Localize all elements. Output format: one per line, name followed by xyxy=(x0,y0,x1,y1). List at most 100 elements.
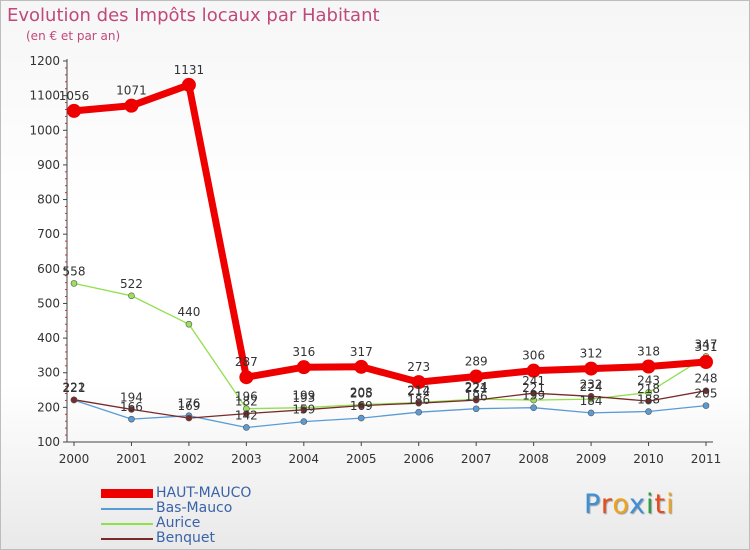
data-point-bas-mauco xyxy=(300,418,308,425)
data-point-aurice xyxy=(185,320,193,328)
data-point-benquet xyxy=(645,397,652,405)
data-label: 243 xyxy=(637,373,660,387)
data-label: 199 xyxy=(292,389,315,403)
data-point-bas-mauco xyxy=(530,404,537,412)
data-point-aurice xyxy=(128,292,135,300)
y-tick-label: 100 xyxy=(37,435,60,449)
data-label: 312 xyxy=(580,347,603,361)
data-label: 289 xyxy=(465,355,488,369)
y-tick-label: 200 xyxy=(37,400,60,414)
x-tick-label: 2007 xyxy=(461,452,492,466)
x-tick-label: 2010 xyxy=(633,452,664,466)
data-point-aurice xyxy=(70,280,78,287)
data-point-bas-mauco xyxy=(128,415,135,423)
data-label: 331 xyxy=(695,340,718,354)
data-point-haut-mauco xyxy=(354,359,369,374)
data-label: 221 xyxy=(522,381,545,395)
logo-letter: t xyxy=(654,489,667,520)
x-tick-label: 2001 xyxy=(116,452,147,466)
series-line-aurice xyxy=(73,282,707,410)
data-point-benquet xyxy=(415,399,423,407)
y-tick-label: 1200 xyxy=(29,54,60,68)
x-tick-label: 2006 xyxy=(403,452,434,466)
data-label: 196 xyxy=(235,390,258,404)
data-point-benquet xyxy=(472,396,480,404)
x-tick-label: 2008 xyxy=(518,452,549,466)
legend-label: Bas-Mauco xyxy=(156,500,233,516)
legend-swatch-benquet xyxy=(101,538,153,540)
y-tick-label: 900 xyxy=(37,158,60,172)
data-point-haut-mauco xyxy=(124,98,139,113)
y-tick-label: 1000 xyxy=(29,123,60,137)
data-label: 196 xyxy=(465,390,488,404)
x-tick-label: 2000 xyxy=(59,452,90,466)
logo-letter: x xyxy=(629,489,647,520)
y-tick-label: 700 xyxy=(37,227,60,241)
legend-label: Aurice xyxy=(156,515,201,531)
data-point-bas-mauco xyxy=(357,414,365,422)
data-point-bas-mauco xyxy=(645,408,652,415)
data-label: 184 xyxy=(580,394,603,408)
data-label: 166 xyxy=(120,400,143,414)
data-label: 218 xyxy=(637,382,660,396)
data-point-benquet xyxy=(243,410,250,417)
data-label: 208 xyxy=(350,386,373,400)
data-label: 169 xyxy=(177,399,200,413)
data-label: 142 xyxy=(235,408,258,422)
proxiti-logo: Proxiti xyxy=(584,489,675,520)
data-point-haut-mauco xyxy=(584,361,599,376)
data-point-aurice xyxy=(530,396,537,404)
data-label: 221 xyxy=(465,381,488,395)
data-label: 318 xyxy=(637,344,660,358)
y-tick-label: 300 xyxy=(37,366,60,380)
logo-letter: i xyxy=(666,489,675,520)
data-label: 1071 xyxy=(116,84,147,98)
data-point-haut-mauco xyxy=(699,354,713,369)
chart-subtitle: (en € et par an) xyxy=(26,29,121,43)
x-tick-label: 2009 xyxy=(576,452,607,466)
logo-letter: o xyxy=(612,489,630,520)
data-point-benquet xyxy=(702,387,710,395)
data-label: 522 xyxy=(120,277,143,291)
data-label: 182 xyxy=(235,395,258,409)
data-label: 241 xyxy=(522,374,545,388)
data-point-haut-mauco xyxy=(67,103,81,118)
data-label: 205 xyxy=(695,387,718,401)
data-label: 224 xyxy=(580,380,603,394)
legend-label: Benquet xyxy=(156,530,215,546)
data-label: 212 xyxy=(407,384,430,398)
y-tick-label: 600 xyxy=(37,262,60,276)
data-point-haut-mauco xyxy=(526,363,541,378)
data-label: 347 xyxy=(695,337,718,351)
data-label: 169 xyxy=(350,399,373,413)
x-tick-label: 2003 xyxy=(231,452,262,466)
data-point-bas-mauco xyxy=(702,402,710,409)
data-point-aurice xyxy=(645,389,652,396)
data-point-benquet xyxy=(587,392,595,400)
data-point-haut-mauco xyxy=(411,375,426,390)
data-label: 558 xyxy=(63,264,86,278)
data-label: 1056 xyxy=(59,89,90,103)
series-line-haut-mauco xyxy=(70,81,710,386)
y-tick-label: 400 xyxy=(37,331,60,345)
logo-letter: P xyxy=(584,489,601,520)
data-label: 214 xyxy=(407,384,430,398)
data-point-haut-mauco xyxy=(641,359,656,374)
data-label: 440 xyxy=(177,305,200,319)
data-point-bas-mauco xyxy=(415,408,423,416)
y-tick-label: 1100 xyxy=(29,89,60,103)
x-tick-label: 2005 xyxy=(346,452,377,466)
data-point-haut-mauco xyxy=(181,77,196,92)
data-label: 317 xyxy=(350,345,373,359)
data-point-benquet xyxy=(128,406,135,413)
data-point-benquet xyxy=(300,406,308,414)
logo-letter: r xyxy=(600,489,613,520)
data-label: 193 xyxy=(292,391,315,405)
series-line-benquet xyxy=(73,390,707,419)
data-point-bas-mauco xyxy=(472,405,480,413)
data-point-haut-mauco xyxy=(239,370,254,385)
y-tick-label: 800 xyxy=(37,193,60,207)
data-label: 306 xyxy=(522,349,545,363)
data-label: 248 xyxy=(695,372,718,386)
